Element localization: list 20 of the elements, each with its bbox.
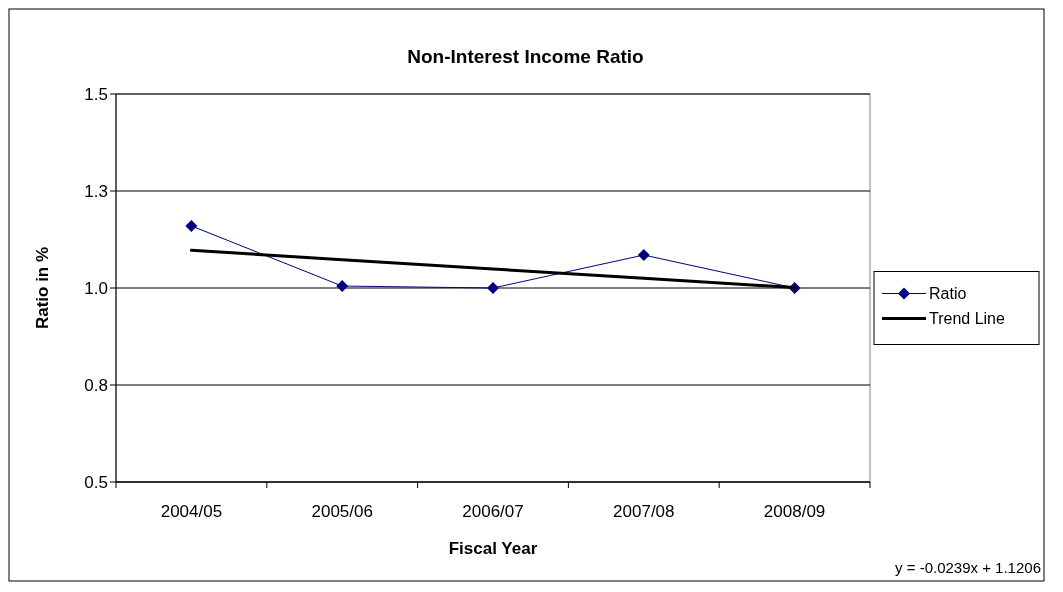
x-tick-label: 2005/06	[311, 502, 373, 521]
x-tick-label: 2008/09	[763, 502, 826, 521]
legend-label: Ratio	[929, 285, 967, 303]
y-tick-label: 1.5	[84, 84, 108, 104]
legend-label: Trend Line	[929, 310, 1005, 328]
point	[637, 249, 650, 262]
point	[336, 280, 349, 293]
x-tick-label: 2004/05	[160, 502, 223, 521]
point	[185, 219, 198, 232]
text: y = -0.0239x + 1.1206	[895, 559, 1041, 576]
x-tick-label: 2007/08	[613, 502, 675, 521]
x-axis-title: Fiscal Year	[448, 539, 538, 558]
y-tick-label: 0.8	[84, 375, 108, 395]
y-tick-label: 1.0	[84, 278, 108, 298]
chart-title: Non-Interest Income Ratio	[407, 46, 644, 67]
point	[487, 282, 499, 294]
y-tick-label: 1.3	[84, 181, 108, 201]
x-tick-label: 2006/07	[462, 502, 524, 521]
y-axis-title: Ratio in %	[33, 246, 52, 330]
y-tick-label: 0.5	[84, 472, 108, 492]
